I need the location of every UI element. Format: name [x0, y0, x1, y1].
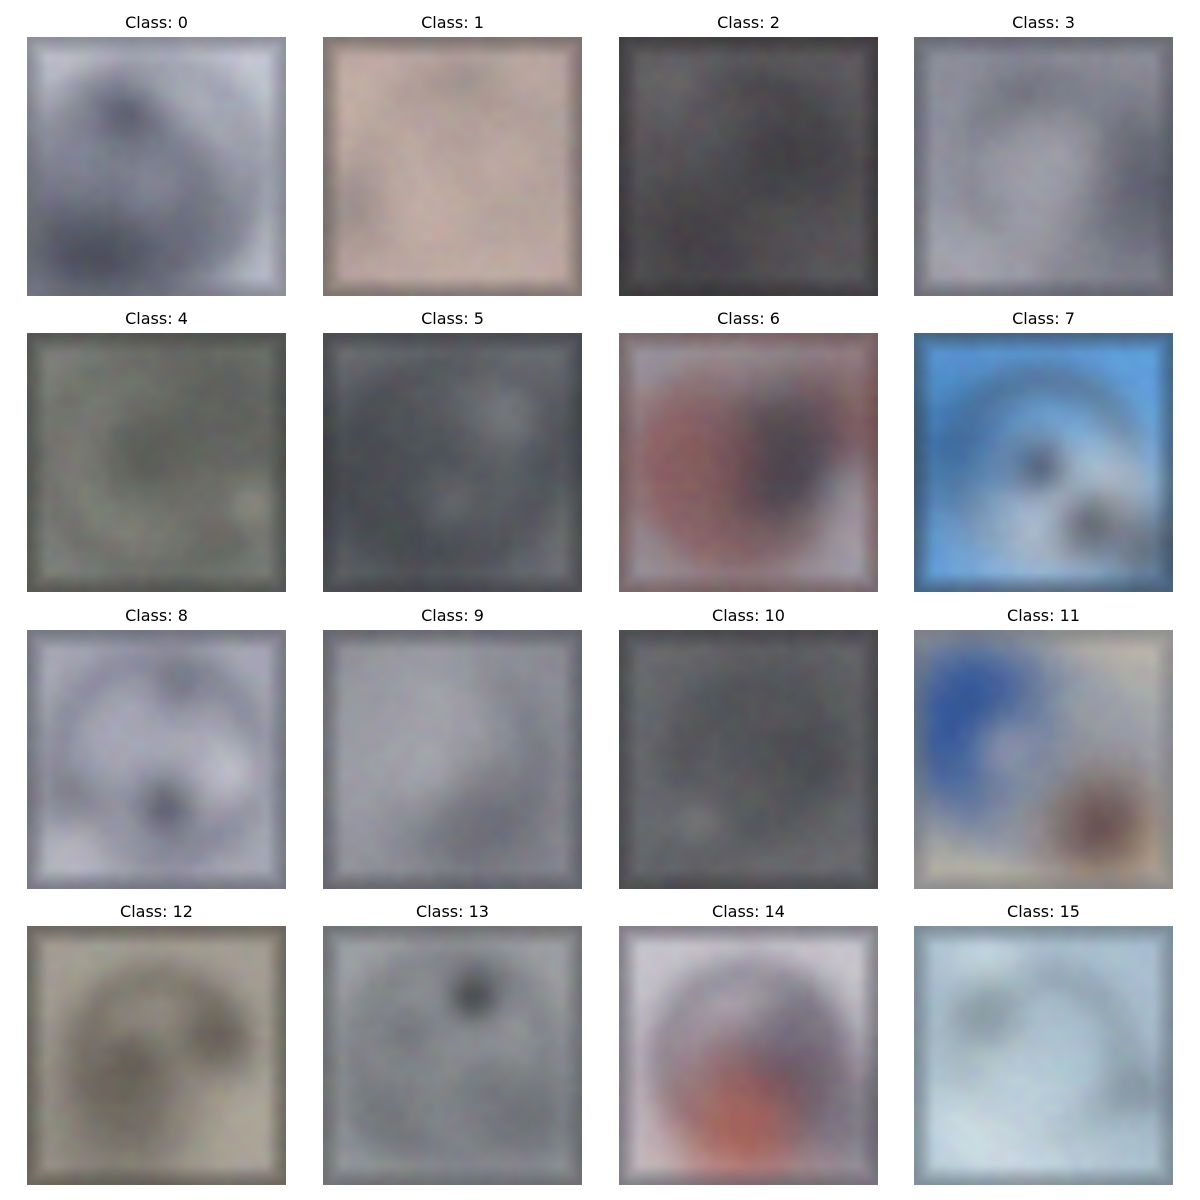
class-image — [27, 926, 286, 1185]
panel-title: Class: 3 — [1012, 13, 1075, 32]
class-image — [27, 37, 286, 296]
panel-title: Class: 0 — [125, 13, 188, 32]
panel-title: Class: 6 — [717, 309, 780, 328]
panel-title: Class: 5 — [421, 309, 484, 328]
panel-title: Class: 4 — [125, 309, 188, 328]
panel-title: Class: 14 — [712, 902, 785, 921]
class-image — [914, 37, 1173, 296]
panel-title: Class: 12 — [120, 902, 193, 921]
panel-title: Class: 11 — [1007, 606, 1080, 625]
class-image — [619, 926, 878, 1185]
class-image — [27, 630, 286, 889]
class-image — [619, 630, 878, 889]
class-image — [27, 333, 286, 592]
class-image — [323, 333, 582, 592]
class-image — [323, 630, 582, 889]
panel-title: Class: 2 — [717, 13, 780, 32]
panel-title: Class: 8 — [125, 606, 188, 625]
panel-title: Class: 9 — [421, 606, 484, 625]
class-image — [914, 333, 1173, 592]
class-image — [914, 926, 1173, 1185]
panel-title: Class: 13 — [416, 902, 489, 921]
panel-title: Class: 1 — [421, 13, 484, 32]
class-image — [619, 37, 878, 296]
class-image — [323, 37, 582, 296]
class-image — [914, 630, 1173, 889]
panel-title: Class: 7 — [1012, 309, 1075, 328]
panel-title: Class: 15 — [1007, 902, 1080, 921]
class-image — [619, 333, 878, 592]
class-image — [323, 926, 582, 1185]
panel-title: Class: 10 — [712, 606, 785, 625]
